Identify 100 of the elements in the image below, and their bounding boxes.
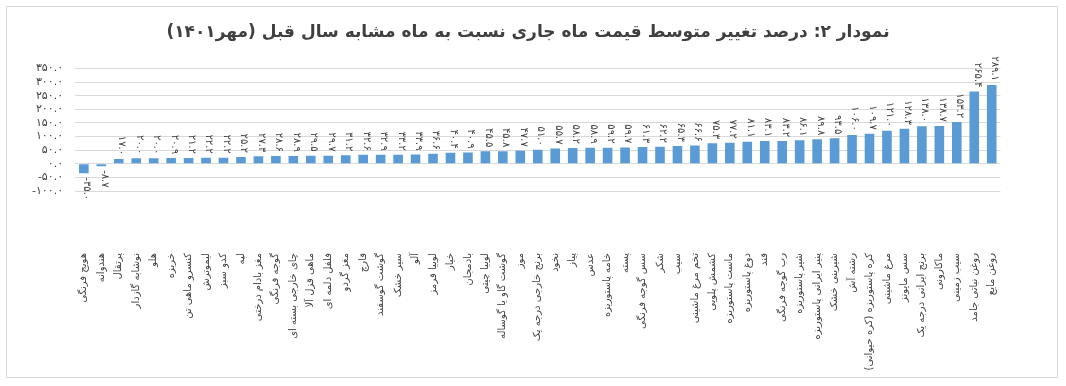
data-label: ۱۲۱.۰ [885, 102, 897, 127]
data-label: ۳۲.۶ [361, 131, 373, 151]
data-label: ۲۹.۵ [309, 132, 321, 152]
bar [986, 84, 997, 164]
bar [271, 155, 281, 164]
data-label: ۲۸.۹ [291, 132, 303, 152]
bar [201, 157, 211, 164]
bar [550, 148, 561, 164]
x-tick-label: قارچ [356, 252, 369, 273]
bar [882, 130, 892, 164]
data-label: ۸۶.۱ [798, 117, 810, 137]
y-tick-label: -۱۰۰.۰ [31, 183, 64, 197]
x-tick-label: مغز بادام درختی [252, 253, 264, 322]
data-label: ۳۱.۲ [344, 131, 356, 152]
x-tick-label: خامه پاستوریزه [601, 253, 614, 317]
data-label: ۶۵.۳ [675, 122, 687, 143]
y-tick-label: ۰.۰ [47, 156, 64, 170]
data-label: ۷۷.۲ [728, 119, 740, 139]
data-label: ۸۳.۲ [780, 117, 792, 138]
x-tick-label: گوجه فرنگی [269, 252, 281, 305]
x-tick-label: مرغ ماشینی [880, 253, 893, 305]
bar [934, 125, 945, 164]
x-tick-label: کدو سبز [217, 252, 230, 289]
bar [742, 141, 753, 164]
x-tick-label: نخود [548, 253, 560, 272]
data-label: ۸۹.۸ [815, 115, 827, 136]
bar [655, 146, 665, 164]
data-label: ۶۶.۶ [693, 122, 705, 142]
data-label: ۲۰.۰ [134, 135, 146, 155]
bar [585, 147, 595, 164]
data-label: -۸.۷ [99, 170, 111, 189]
bar [463, 152, 473, 164]
x-tick-label: روغن مایع [985, 252, 998, 296]
data-label: ۷۵.۳ [710, 119, 722, 140]
y-tick-label: ۲۵۰.۰ [35, 88, 64, 102]
bar [532, 149, 543, 164]
x-tick-label: پنیر ایرانی پاستوریزه [810, 252, 823, 340]
bar [323, 155, 334, 164]
x-tick-label: سیب زمینی [950, 253, 962, 302]
data-label: ۹۳.۵ [832, 114, 844, 135]
bar [567, 147, 578, 164]
x-tick-label: پرتقال [112, 252, 125, 280]
x-tick-label: هندوانه [94, 253, 107, 283]
data-label: ۴۰.۹ [466, 129, 478, 149]
data-label: ۱۲۸.۳ [902, 100, 914, 126]
bar [166, 158, 176, 164]
data-label: ۵۹.۲ [606, 124, 618, 144]
data-label: ۲۷.۳ [256, 133, 268, 153]
data-label: ۲۹.۷ [326, 132, 338, 153]
x-tick-label: لوبیا چیتی [478, 253, 490, 294]
x-tick-label: گوشت گاو یا گوساله [496, 252, 509, 339]
bar [480, 151, 491, 164]
data-label: ۸۳.۱ [763, 117, 775, 138]
x-tick-label: فلفل دلمه ای [321, 252, 333, 310]
x-tick-label: رشته آش [844, 252, 857, 293]
x-tick-label: موز [513, 253, 525, 270]
data-label: ۲۰.۹ [169, 134, 181, 155]
x-tick-label: کشمش پلویی [705, 252, 718, 311]
data-label: ۴۵.۸ [501, 127, 513, 148]
bar [759, 141, 770, 164]
bar [969, 91, 980, 164]
bar [340, 155, 351, 164]
y-tick-label: ۲۰۰.۰ [35, 102, 64, 116]
bar [794, 140, 805, 164]
x-tick-label: لیموترش [199, 253, 211, 291]
data-label: ۲۱.۲ [186, 134, 198, 154]
data-label: ۲۸۹.۱ [990, 56, 1002, 81]
data-label: ۳۲.۹ [379, 131, 391, 151]
chart-title: نمودار ۲: درصد تغییر متوسط قیمت ماه جاری نسبت به ماه مشابه سال قبل (مهر۱۴۰۱) [166, 20, 890, 42]
data-label: ۴۵.۵ [483, 128, 495, 148]
x-tick-label: لپه [234, 253, 247, 265]
bar [498, 151, 508, 164]
bar [812, 139, 822, 164]
data-label: ۴۷.۷ [518, 127, 530, 148]
y-tick-label: ۱۰۰.۰ [35, 129, 64, 143]
x-tick-label: هویج فرنگی [77, 253, 90, 303]
x-tick-label: پیاز [566, 252, 579, 268]
x-tick-label: هلو [147, 253, 159, 268]
bar [777, 141, 788, 164]
data-label: ۳۳.۲ [396, 131, 408, 151]
x-tick-label: عدس [583, 253, 595, 277]
bar [847, 134, 857, 164]
bar [952, 122, 962, 164]
data-label: ۱۳۸.۷ [937, 97, 949, 123]
x-tick-label: پسته [618, 252, 631, 274]
x-tick-label: رب گوجه فرنگی [775, 252, 787, 323]
bar [637, 147, 648, 164]
data-label: ۵۸.۲ [571, 124, 583, 144]
x-tick-label: شکر [653, 253, 665, 274]
data-label: ۱۰۶.۰ [850, 106, 862, 131]
data-label: ۲۲.۲ [221, 134, 233, 154]
data-label: ۲۲.۲ [204, 134, 216, 154]
x-tick-label: لوبیا قرمز [426, 253, 438, 296]
bar [393, 154, 403, 164]
data-label: ۱۷.۰ [117, 135, 129, 156]
bar [148, 158, 159, 164]
bar [358, 154, 368, 164]
data-label: ۶۱.۳ [640, 123, 652, 144]
bar [113, 159, 124, 164]
x-tick-label: نوشابه گازدار [129, 253, 141, 310]
